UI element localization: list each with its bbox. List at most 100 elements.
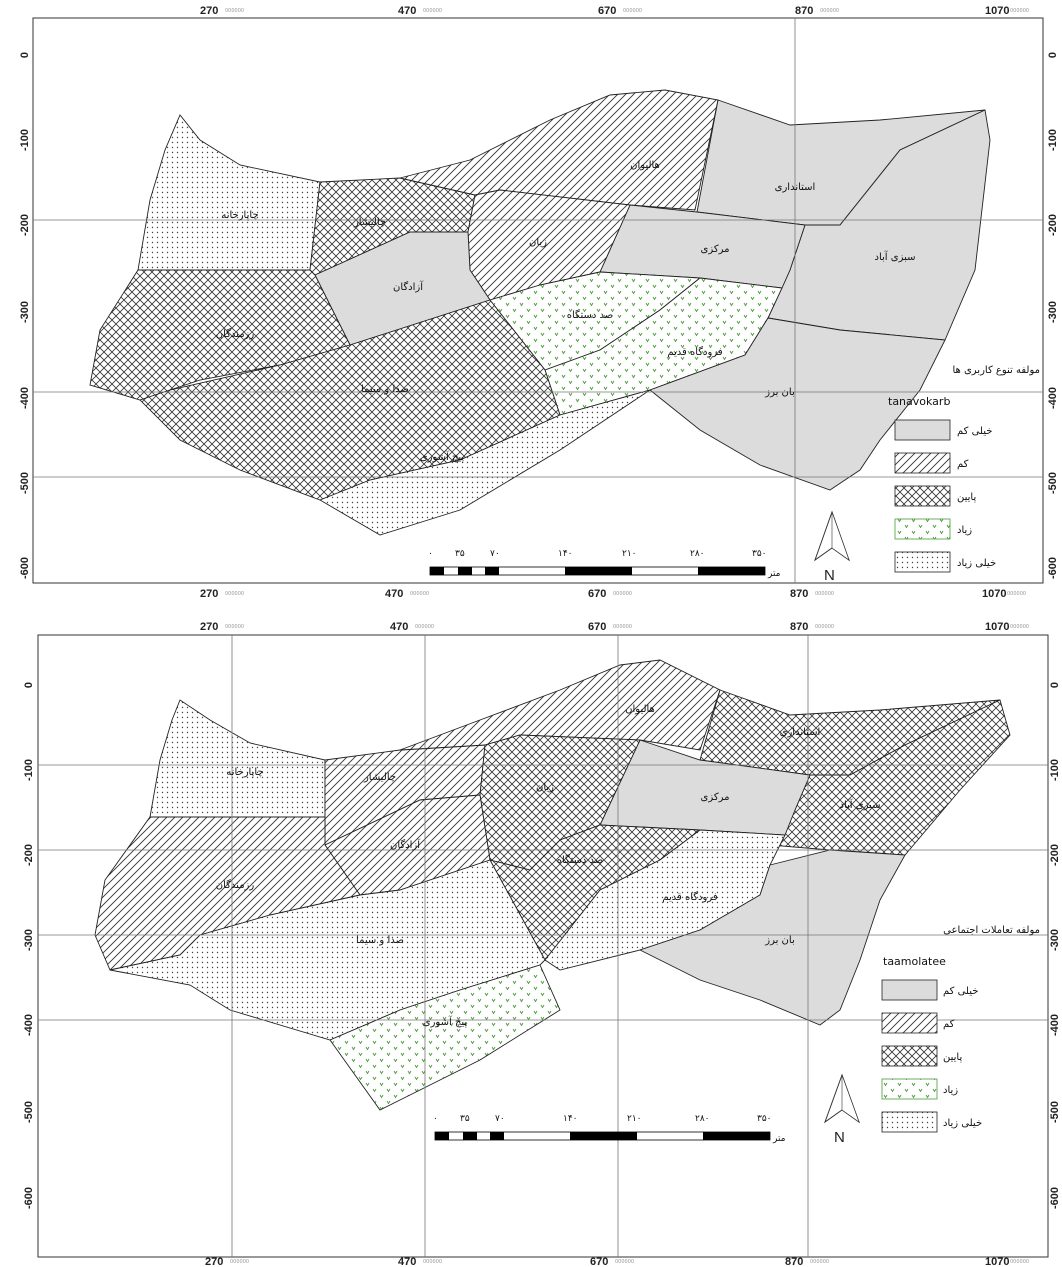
x-tick: 670 bbox=[588, 588, 606, 600]
region-pich-ashouri bbox=[318, 389, 651, 536]
y-tick: -100 bbox=[23, 759, 35, 781]
region-labels: چاپارخانه چالیشار هالیوان استانداری سبزی… bbox=[216, 704, 881, 1028]
y-tick: -500 bbox=[1047, 472, 1059, 494]
legend-label: کم bbox=[957, 459, 969, 470]
x-tick-suffix: 000000 bbox=[613, 591, 632, 597]
x-tick-suffix: 000000 bbox=[225, 624, 244, 630]
north-arrow-icon: N bbox=[814, 510, 850, 584]
legend-label: زیاد bbox=[957, 525, 972, 536]
region-label: استانداری bbox=[775, 182, 816, 193]
y-tick: -100 bbox=[1047, 129, 1059, 151]
y-tick: -200 bbox=[1047, 214, 1059, 236]
legend-label: خیلی زیاد bbox=[943, 1118, 982, 1129]
y-tick: -600 bbox=[1049, 1187, 1061, 1209]
x-tick-suffix: 000000 bbox=[815, 624, 834, 630]
x-tick-suffix: 000000 bbox=[815, 591, 834, 597]
y-tick: 0 bbox=[1047, 52, 1059, 58]
legend-label: خیلی زیاد bbox=[957, 558, 996, 569]
legend-swatch bbox=[894, 485, 951, 507]
x-tick: 870 bbox=[785, 1256, 803, 1267]
grid bbox=[38, 635, 1048, 1257]
x-tick: 670 bbox=[598, 5, 616, 17]
y-tick: -200 bbox=[19, 214, 31, 236]
y-tick: -100 bbox=[19, 129, 31, 151]
region-label: زیان bbox=[529, 237, 547, 248]
region-label: چالیشار bbox=[353, 217, 386, 228]
grid bbox=[33, 18, 1043, 583]
legend-swatch bbox=[881, 1078, 938, 1100]
scale-label: ۳۵ bbox=[460, 1114, 470, 1124]
y-tick: -500 bbox=[19, 472, 31, 494]
region-label: فرودگاه قدیم bbox=[662, 891, 717, 903]
x-tick-suffix: 000000 bbox=[613, 624, 632, 630]
region-label: پیچ آشوری bbox=[423, 1015, 468, 1028]
region-label: زیان bbox=[536, 782, 554, 793]
map-frame bbox=[32, 17, 1044, 584]
region-label: سبزی آباد bbox=[875, 250, 916, 263]
x-tick: 270 bbox=[205, 1256, 223, 1267]
x-axis-bottom: 270 470 670 870 1070 000000 000000 00000… bbox=[200, 588, 1026, 600]
x-tick-suffix: 000000 bbox=[1010, 1259, 1029, 1265]
map-panel-2: چاپارخانه چالیشار هالیوان استانداری سبزی… bbox=[23, 621, 1061, 1267]
scale-label: ۰ bbox=[433, 1114, 438, 1124]
legend-swatch bbox=[894, 452, 951, 474]
scale-label: ۳۵۰ bbox=[752, 549, 767, 559]
region-label: چاپارخانه bbox=[221, 210, 258, 221]
legend-title: مولفه تعاملات اجتماعی bbox=[943, 925, 1040, 936]
y-tick: 0 bbox=[23, 682, 35, 688]
x-tick-suffix: 000000 bbox=[415, 624, 434, 630]
legend-label: پایین bbox=[957, 492, 976, 503]
scale-label: ۱۴۰ bbox=[558, 549, 573, 559]
x-tick-suffix: 000000 bbox=[225, 591, 244, 597]
y-tick: -400 bbox=[23, 1014, 35, 1036]
x-tick: 870 bbox=[790, 621, 808, 633]
x-tick-suffix: 000000 bbox=[225, 8, 244, 14]
legend-label: خیلی کم bbox=[943, 986, 978, 997]
legend-swatch bbox=[881, 1111, 938, 1133]
region-label: رزمندگان bbox=[216, 879, 255, 891]
scale-label: ۳۵ bbox=[455, 549, 465, 559]
scale-label: ۱۴۰ bbox=[563, 1114, 578, 1124]
region-ban-barz bbox=[649, 317, 946, 491]
north-label: N bbox=[834, 1129, 845, 1146]
x-axis-top: 270 470 670 870 1070 000000 000000 00000… bbox=[200, 621, 1029, 633]
y-tick: -600 bbox=[1047, 557, 1059, 579]
y-axis-right: 0 -100 -200 -300 -400 -500 -600 bbox=[1049, 682, 1061, 1209]
scale-label: ۳۵۰ bbox=[757, 1114, 772, 1124]
y-tick: -400 bbox=[1049, 1014, 1061, 1036]
x-tick: 670 bbox=[588, 621, 606, 633]
region-label: صدا و سیما bbox=[356, 935, 404, 946]
scale-label: ۰ bbox=[428, 549, 433, 559]
scale-label: ۷۰ bbox=[495, 1114, 505, 1124]
region-ban-barz bbox=[638, 849, 906, 1026]
region-label: آزادگان bbox=[390, 838, 421, 851]
y-tick: -300 bbox=[1049, 929, 1061, 951]
legend-swatch bbox=[894, 419, 951, 441]
region-label: صد دستگاه bbox=[557, 854, 604, 866]
y-tick: -500 bbox=[23, 1101, 35, 1123]
region-label: صد دستگاه bbox=[567, 309, 614, 321]
legend-field: tanavokarb bbox=[888, 395, 950, 408]
regions bbox=[94, 659, 1011, 1111]
north-arrow-icon: N bbox=[823, 1073, 861, 1146]
x-tick-suffix: 000000 bbox=[810, 1259, 829, 1265]
region-label: مرکزی bbox=[701, 244, 730, 255]
x-tick-suffix: 000000 bbox=[615, 1259, 634, 1265]
region-label: فرودگاه قدیم bbox=[667, 346, 722, 358]
region-label: هالیوان bbox=[630, 160, 660, 171]
y-tick: -300 bbox=[23, 929, 35, 951]
scale-bar: ۰ ۳۵ ۷۰ ۱۴۰ ۲۱۰ ۲۸۰ ۳۵۰ متر bbox=[433, 1114, 786, 1144]
scale-label: ۲۱۰ bbox=[622, 549, 637, 559]
y-axis-right: 0 -100 -200 -300 -400 -500 -600 bbox=[1047, 52, 1059, 579]
x-tick-suffix: 000000 bbox=[410, 591, 429, 597]
x-tick: 670 bbox=[590, 1256, 608, 1267]
legend-swatch bbox=[894, 551, 951, 573]
region-chaparkhaneh bbox=[149, 699, 326, 818]
legend: مولفه تنوع کاربری ها tanavokarb خیلی کم … bbox=[888, 365, 1040, 573]
region-label: آزادگان bbox=[393, 280, 424, 293]
x-tick: 470 bbox=[390, 621, 408, 633]
region-label: پیچ آشوری bbox=[420, 450, 465, 463]
y-tick: -400 bbox=[19, 387, 31, 409]
x-tick-suffix: 000000 bbox=[623, 8, 642, 14]
